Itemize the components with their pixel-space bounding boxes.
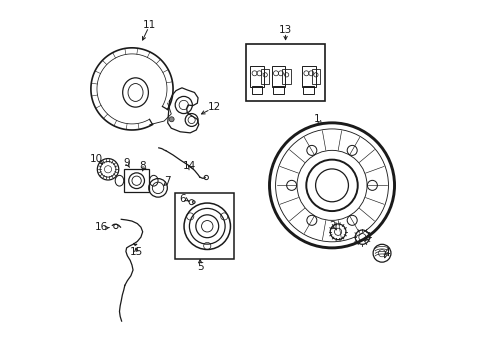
Bar xyxy=(303,86,314,94)
Text: 6: 6 xyxy=(180,194,186,203)
Text: 7: 7 xyxy=(164,176,171,186)
Text: 11: 11 xyxy=(143,19,156,30)
Circle shape xyxy=(169,117,174,122)
Bar xyxy=(282,68,290,84)
Text: 2: 2 xyxy=(329,221,335,231)
Text: 13: 13 xyxy=(278,25,292,35)
Text: 5: 5 xyxy=(196,262,203,272)
Text: 9: 9 xyxy=(123,158,130,168)
Text: 16: 16 xyxy=(95,222,108,232)
Bar xyxy=(311,68,320,84)
Text: 12: 12 xyxy=(207,102,220,112)
Text: 3: 3 xyxy=(363,232,369,242)
Text: 4: 4 xyxy=(383,248,389,258)
Bar xyxy=(272,86,284,94)
Bar xyxy=(251,86,262,94)
Bar xyxy=(261,68,269,84)
Text: 15: 15 xyxy=(130,247,143,257)
Bar xyxy=(250,66,263,87)
Text: 10: 10 xyxy=(89,154,102,164)
Bar xyxy=(123,169,149,192)
Bar xyxy=(175,193,233,259)
Bar xyxy=(302,66,315,87)
Text: 14: 14 xyxy=(182,161,195,171)
Text: 8: 8 xyxy=(139,161,146,171)
Bar xyxy=(271,66,285,87)
Bar xyxy=(246,44,324,102)
Text: 1: 1 xyxy=(313,114,320,124)
